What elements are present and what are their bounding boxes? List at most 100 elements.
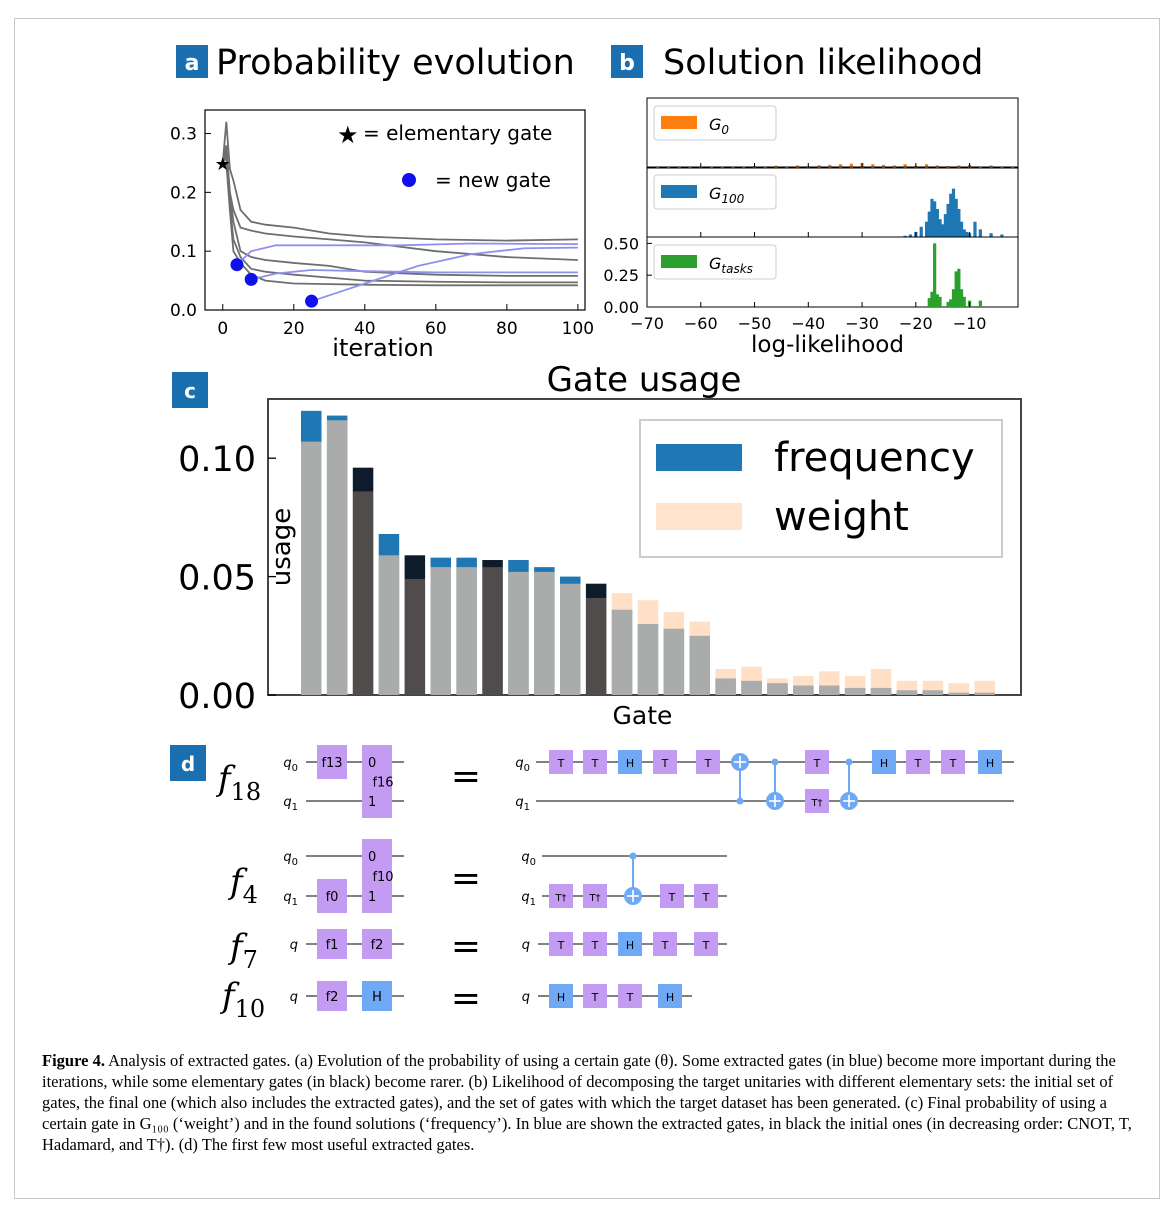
- histogram-bar: [933, 201, 937, 237]
- gate-label: T: [557, 757, 565, 770]
- frequency-bar: [585, 583, 607, 695]
- gate-label: f10: [372, 870, 393, 885]
- legend-elementary-label: = elementary gate: [363, 121, 552, 145]
- x-tick-label: −50: [738, 314, 772, 333]
- weight-bar: [870, 668, 892, 695]
- histogram-bar: [903, 235, 907, 237]
- gate-label: T: [661, 939, 669, 952]
- histogram-bar: [962, 229, 966, 237]
- qubit-label: q: [522, 938, 530, 953]
- gate-port: 1: [368, 890, 376, 905]
- y-tick-label: 0.0: [170, 301, 197, 321]
- histogram-bar: [946, 301, 950, 307]
- qubit-label: q1: [515, 795, 530, 813]
- legend-swatch: [661, 185, 697, 198]
- panel-c-badge-letter: c: [184, 379, 196, 403]
- histogram-bar: [941, 224, 945, 237]
- gate-label: f2: [371, 938, 384, 953]
- gate-box: [549, 932, 573, 956]
- histogram-bar: [1000, 234, 1004, 237]
- gate-port: 1: [368, 795, 376, 810]
- x-tick-label: −20: [899, 314, 933, 333]
- histogram-bar: [978, 300, 982, 307]
- frequency-bar: [352, 467, 374, 695]
- new-gate-marker: [230, 258, 244, 272]
- gate-box: [872, 750, 896, 774]
- histogram-bar: [927, 298, 931, 307]
- y-tick-label: 0.25: [603, 266, 639, 285]
- histogram-bar: [935, 209, 939, 237]
- circuit-name: f10: [219, 976, 265, 1023]
- weight-bar: [819, 671, 840, 695]
- weight-bar: [430, 567, 451, 695]
- gate-label: T: [661, 757, 669, 770]
- weight-bar: [560, 583, 581, 695]
- gate-box: [694, 932, 718, 956]
- gate-label: T: [626, 991, 634, 1004]
- histogram-bar: [949, 299, 953, 307]
- cnot-control: [736, 797, 744, 805]
- weight-bar: [689, 621, 710, 695]
- histogram-bar: [962, 296, 966, 307]
- weight-bar: [611, 593, 633, 695]
- gate-label: T: [702, 939, 710, 952]
- gate-box: [941, 750, 965, 774]
- panel-a-title: Probability evolution: [216, 43, 575, 83]
- subplot-legend: [653, 174, 777, 210]
- legend-label: Gtasks: [709, 254, 753, 276]
- x-axis-label: iteration: [332, 334, 433, 362]
- x-tick-label: 20: [283, 319, 305, 339]
- gate-box: [696, 750, 720, 774]
- legend-weight-swatch: [656, 503, 742, 530]
- histogram-bar: [973, 221, 977, 237]
- gate-box: [549, 750, 573, 774]
- gate-box: [362, 929, 392, 959]
- gate-port: 0: [368, 850, 376, 865]
- histogram-bar: [954, 198, 958, 237]
- histogram-bar: [828, 164, 832, 168]
- panel-d-badge-letter: d: [181, 752, 195, 776]
- weight-bar: [534, 571, 555, 695]
- panel-c-title: Gate usage: [547, 360, 742, 400]
- histogram-bar: [938, 219, 942, 237]
- legend-new-gate-icon: [402, 173, 416, 187]
- histogram-bar: [943, 214, 948, 237]
- x-tick-label: 60: [425, 319, 447, 339]
- weight-bar: [844, 676, 866, 695]
- histogram-bar: [978, 229, 982, 237]
- gate-box: [618, 984, 642, 1008]
- y-axis-label: usage: [267, 508, 297, 586]
- histogram-bar: [919, 226, 923, 237]
- caption-label: Figure 4.: [42, 1051, 105, 1070]
- gate-box: [653, 932, 677, 956]
- qubit-label: q0: [283, 756, 298, 774]
- gate-label: H: [880, 757, 888, 770]
- qubit-label: q1: [283, 795, 298, 813]
- gate-box: [618, 932, 642, 956]
- gate-label: H: [372, 990, 382, 1005]
- gate-label: T: [591, 991, 599, 1004]
- frequency-bar: [404, 555, 426, 695]
- gate-label: T: [702, 891, 710, 904]
- weight-bar: [948, 683, 969, 695]
- gate-label: H: [626, 939, 634, 952]
- histogram-bar: [957, 268, 961, 307]
- qubit-label: q0: [521, 850, 536, 868]
- weight-bar: [404, 578, 426, 695]
- weight-bar: [326, 420, 348, 695]
- weight-bar: [482, 567, 503, 695]
- gate-box: [583, 932, 607, 956]
- y-tick-label: 0.2: [170, 183, 197, 203]
- panel-b-badge: [611, 45, 643, 78]
- caption-text: Analysis of extracted gates. (a) Evoluti…: [42, 1051, 1132, 1154]
- gate-box: [583, 884, 607, 908]
- figure-canvas: a Probability evolution 0 20 40 60 80 1000.00…: [170, 43, 1022, 1023]
- weight-bar: [508, 571, 529, 695]
- qubit-label: q1: [521, 890, 536, 908]
- gate-label: T: [914, 757, 922, 770]
- gate-label: f16: [372, 776, 393, 791]
- gate-port: 0: [368, 756, 376, 771]
- histogram-bar: [720, 167, 724, 168]
